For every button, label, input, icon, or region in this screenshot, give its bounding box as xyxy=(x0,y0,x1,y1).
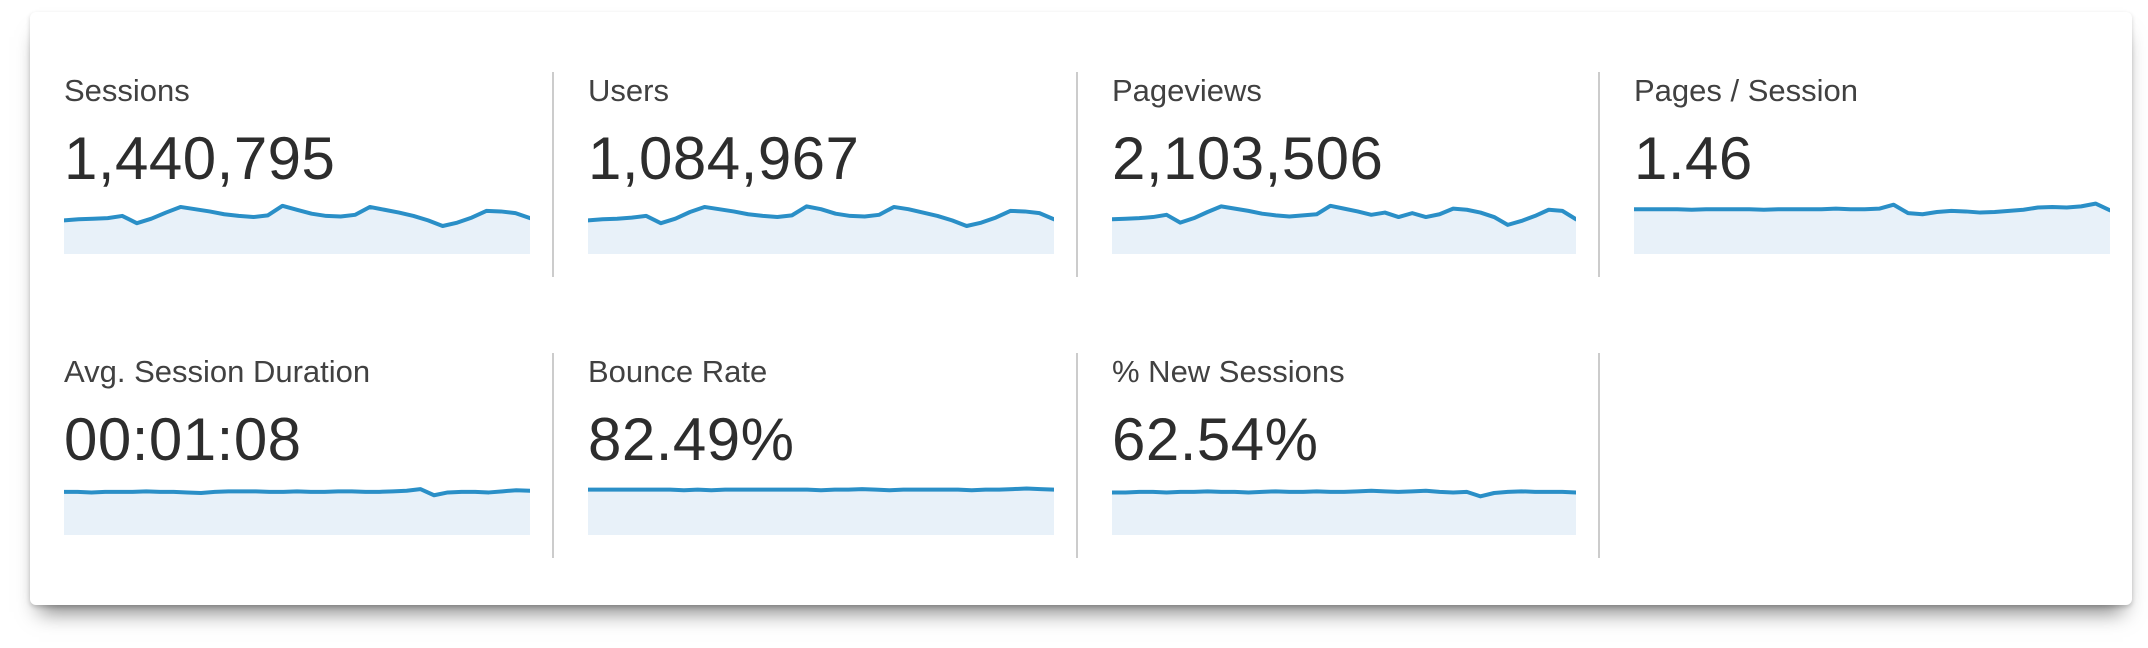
sparkline-chart-pageviews[interactable] xyxy=(1112,198,1576,254)
metric-label: Users xyxy=(588,73,669,108)
metric-card-bounce-rate: Bounce Rate 82.49% xyxy=(552,353,1076,558)
metric-value: 1,084,967 xyxy=(588,125,860,192)
metric-card-pages-per-session: Pages / Session 1.46 xyxy=(1598,72,2132,277)
metrics-row-1: Sessions 1,440,795 Users 1,084,967 Pagev… xyxy=(30,72,2132,277)
metric-card-avg-session-duration: Avg. Session Duration 00:01:08 xyxy=(30,353,552,558)
metric-label: Sessions xyxy=(64,73,190,108)
metric-value: 82.49% xyxy=(588,406,795,473)
sparkline-chart-avg-session-duration[interactable] xyxy=(64,479,530,535)
empty-metric-cell xyxy=(1598,353,2132,558)
sparkline-chart-bounce-rate[interactable] xyxy=(588,479,1054,535)
metric-label: Avg. Session Duration xyxy=(64,354,371,389)
metric-value: 62.54% xyxy=(1112,406,1319,473)
sparkline-chart-percent-new-sessions[interactable] xyxy=(1112,479,1576,535)
sparkline-chart-sessions[interactable] xyxy=(64,198,530,254)
metric-card-pageviews: Pageviews 2,103,506 xyxy=(1076,72,1598,277)
metrics-grid: Sessions 1,440,795 Users 1,084,967 Pagev… xyxy=(30,72,2132,558)
metric-value: 00:01:08 xyxy=(64,406,302,473)
sparkline-chart-users[interactable] xyxy=(588,198,1054,254)
metrics-overview-panel: Sessions 1,440,795 Users 1,084,967 Pagev… xyxy=(30,12,2132,605)
sparkline-chart-pages-per-session[interactable] xyxy=(1634,198,2110,254)
metric-card-users: Users 1,084,967 xyxy=(552,72,1076,277)
metric-label: Pageviews xyxy=(1112,73,1262,108)
metrics-row-2: Avg. Session Duration 00:01:08 Bounce Ra… xyxy=(30,353,2132,558)
metric-value: 2,103,506 xyxy=(1112,125,1384,192)
metric-value: 1.46 xyxy=(1634,125,1753,192)
metric-card-percent-new-sessions: % New Sessions 62.54% xyxy=(1076,353,1598,558)
metric-value: 1,440,795 xyxy=(64,125,336,192)
metric-label: Bounce Rate xyxy=(588,354,768,389)
metric-card-sessions: Sessions 1,440,795 xyxy=(30,72,552,277)
metric-label: % New Sessions xyxy=(1112,354,1345,389)
metric-label: Pages / Session xyxy=(1634,73,1859,108)
